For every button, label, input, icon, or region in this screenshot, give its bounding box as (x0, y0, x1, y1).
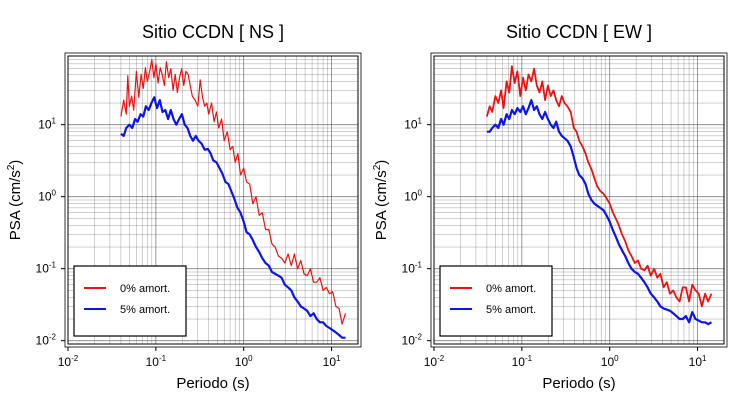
x-tick-label: 10-1 (146, 354, 167, 369)
legend-label-0: 0% amort. (120, 283, 170, 295)
x-tick-label: 100 (601, 354, 619, 369)
legend-box (73, 265, 187, 337)
grid-lines (434, 56, 724, 345)
y-tick-label: 10-1 (36, 261, 57, 276)
legend-label-1: 5% amort. (120, 304, 170, 316)
series-group (120, 59, 347, 339)
plot-frame-outer (64, 52, 362, 348)
series-line-0 (486, 65, 713, 308)
chart-title: Sitio CCDN [ EW ] (506, 22, 652, 42)
axis-ticks: 10-2 10-1 100 101 10-2 10-1 100 101 (36, 117, 341, 369)
y-tick-label: 10-2 (402, 333, 423, 348)
x-axis-label: Periodo (s) (176, 375, 249, 392)
series-group (486, 65, 713, 326)
x-axis-label: Periodo (s) (542, 375, 615, 392)
x-tick-label: 101 (323, 354, 341, 369)
series-line-1 (120, 96, 346, 339)
plot-frame (67, 55, 359, 345)
series-line-1 (486, 98, 713, 326)
plot-frame (433, 55, 725, 345)
legend-label-0: 0% amort. (486, 283, 536, 295)
legend: 0% amort. 5% amort. (73, 265, 187, 337)
chart-title: Sitio CCDN [ NS ] (142, 22, 284, 42)
y-tick-label: 100 (404, 189, 422, 204)
plot-frame-outer (430, 52, 728, 348)
x-tick-label: 10-1 (512, 354, 533, 369)
chart-panel-0: 10-2 10-1 100 101 10-2 10-1 100 101 Sitio CCDN [… (6, 22, 362, 392)
series-line-0 (120, 59, 347, 325)
y-axis-label: PSA (cm/s2) (6, 160, 24, 241)
legend-label-1: 5% amort. (486, 304, 536, 316)
legend: 0% amort. 5% amort. (439, 265, 553, 337)
y-tick-label: 10-1 (402, 261, 423, 276)
x-tick-label: 10-2 (58, 354, 79, 369)
y-tick-label: 101 (404, 117, 422, 132)
y-tick-label: 101 (38, 117, 56, 132)
x-tick-label: 100 (235, 354, 253, 369)
y-axis-label: PSA (cm/s2) (372, 160, 390, 241)
x-tick-label: 101 (689, 354, 707, 369)
chart-panel-1: 10-2 10-1 100 101 10-2 10-1 100 101 Sitio CCDN [… (372, 22, 728, 392)
x-tick-label: 10-2 (424, 354, 445, 369)
y-tick-label: 100 (38, 189, 56, 204)
axis-ticks: 10-2 10-1 100 101 10-2 10-1 100 101 (402, 117, 707, 369)
y-tick-label: 10-2 (36, 333, 57, 348)
legend-box (439, 265, 553, 337)
